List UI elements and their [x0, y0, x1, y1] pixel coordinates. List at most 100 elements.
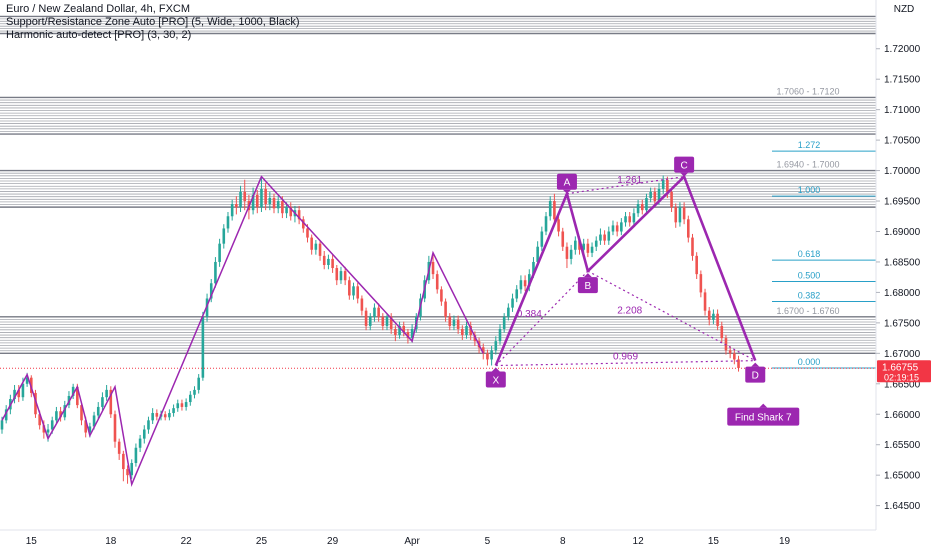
candle	[674, 203, 678, 228]
candle	[461, 325, 464, 340]
candle-body	[130, 462, 134, 476]
candle	[101, 392, 104, 411]
candle	[134, 443, 138, 467]
candle	[193, 386, 196, 399]
candle-body	[678, 207, 682, 223]
pattern-ratio-label: 2.208	[617, 306, 642, 317]
candle-body	[226, 216, 230, 229]
candle	[264, 182, 267, 211]
candle-body	[327, 258, 330, 265]
candle-body	[666, 179, 669, 192]
x-tick-label: 18	[105, 536, 117, 547]
candles	[0, 175, 740, 484]
fib-level-label: 1.000	[798, 185, 821, 195]
candle	[17, 385, 21, 403]
candle-body	[712, 313, 715, 320]
candle	[712, 309, 715, 325]
candle	[498, 324, 502, 345]
y-tick-label: 1.70000	[884, 166, 921, 177]
candle-body	[101, 397, 104, 407]
candle-body	[599, 234, 602, 241]
candle	[586, 238, 590, 258]
candle-body	[657, 188, 661, 202]
pattern-name-text: Find Shark 7	[735, 413, 792, 424]
pattern-name-badge[interactable]: Find Shark 7	[727, 403, 800, 426]
pattern-point-marker	[556, 173, 577, 190]
candle	[389, 313, 393, 334]
candle-body	[163, 414, 167, 418]
candle	[155, 409, 159, 421]
y-tick-label: 1.68500	[884, 257, 921, 268]
time-axis[interactable]: 15 18 22 25 29 Apr 5 8 12 15 19	[0, 529, 932, 550]
candle	[109, 386, 113, 418]
candle	[452, 315, 456, 331]
candle-body	[297, 210, 301, 220]
candle	[276, 196, 280, 214]
candle-body	[138, 438, 142, 448]
x-tick-label: 25	[256, 536, 268, 547]
candle	[490, 346, 493, 366]
candle-body	[63, 405, 67, 418]
candle-body	[507, 307, 510, 317]
candle-body	[142, 429, 146, 439]
fib-level-label: 0.382	[798, 291, 821, 301]
candle-body	[452, 319, 456, 326]
candle-body	[385, 316, 389, 326]
candle	[117, 438, 121, 460]
indicator-harmonic[interactable]: Harmonic auto-detect [PRO] (3, 30, 2)	[6, 29, 192, 41]
candle-body	[377, 307, 380, 317]
candle	[176, 399, 180, 412]
pattern-point-x: X	[485, 367, 506, 388]
y-tick-label: 1.65500	[884, 440, 921, 451]
pattern-ratio-label: 1.261	[617, 175, 642, 186]
x-tick-label: 29	[327, 536, 339, 547]
candle	[737, 355, 740, 372]
candle-body	[109, 389, 113, 415]
candle	[255, 190, 259, 214]
x-tick-label: 5	[485, 536, 491, 547]
candle	[184, 398, 188, 411]
candle-body	[486, 353, 489, 360]
candle	[561, 227, 565, 251]
candle-body	[490, 350, 493, 360]
pattern-point-label: B	[585, 281, 592, 292]
candle	[113, 410, 117, 448]
candle-body	[527, 274, 531, 287]
candle	[55, 406, 58, 424]
candle-body	[481, 347, 485, 354]
candle-body	[205, 298, 209, 317]
candle	[126, 465, 129, 484]
candle	[590, 242, 594, 258]
candle-body	[17, 389, 21, 398]
candle-body	[502, 316, 506, 329]
candle	[235, 196, 238, 215]
candle-body	[402, 325, 406, 333]
candle-body	[335, 268, 339, 281]
candle-body	[352, 286, 355, 296]
candle	[456, 315, 460, 334]
price-axis[interactable]: NZD1.645001.650001.655001.660001.665001.…	[875, 0, 932, 550]
candle-body	[155, 413, 159, 417]
zigzag-line	[1, 175, 484, 487]
candle-body	[368, 316, 372, 326]
y-tick-label: 1.71000	[884, 105, 921, 116]
candle-body	[364, 310, 368, 326]
candle-body	[603, 234, 606, 241]
candle-body	[59, 411, 62, 418]
candle-body	[235, 204, 238, 208]
candle-body	[230, 204, 234, 217]
candle-body	[193, 389, 196, 395]
candle-body	[410, 328, 414, 339]
y-tick-label: 1.68000	[884, 288, 921, 299]
candle-body	[590, 246, 594, 253]
candle-body	[343, 271, 347, 281]
y-tick-label: 1.69000	[884, 227, 921, 238]
y-tick-label: 1.67000	[884, 349, 921, 360]
candle-body	[569, 249, 573, 259]
y-tick-label: 1.67500	[884, 318, 921, 329]
candle	[728, 346, 732, 359]
last-price-value: 1.66755	[882, 362, 919, 373]
indicator-sr-zone[interactable]: Support/Resistance Zone Auto [PRO] (5, W…	[6, 16, 300, 28]
